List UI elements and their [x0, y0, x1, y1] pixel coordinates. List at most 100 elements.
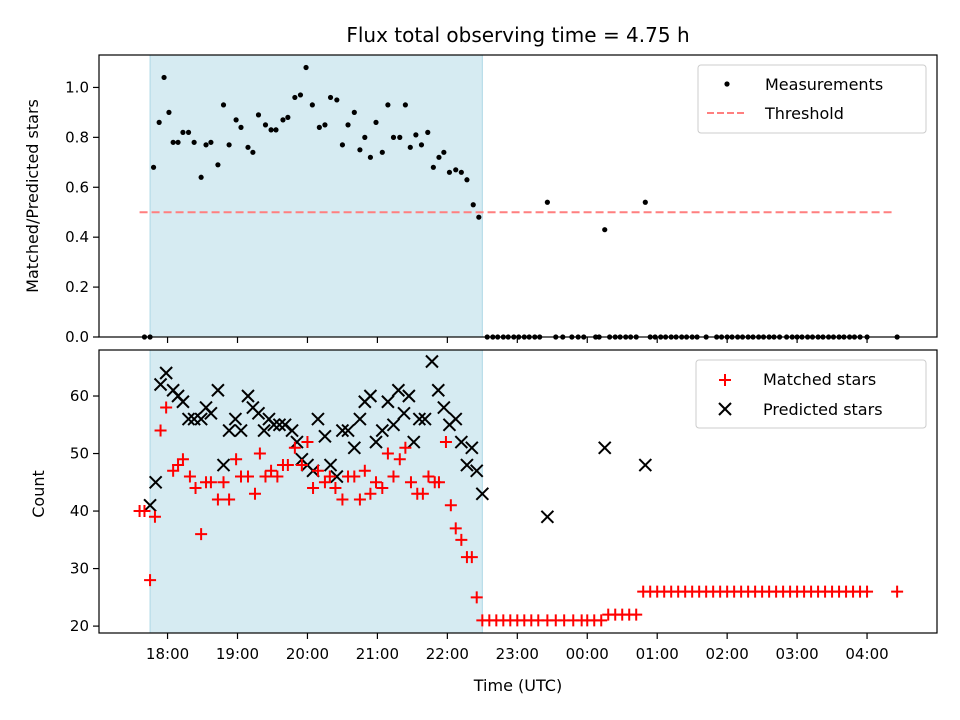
- measurement-point: [180, 129, 186, 135]
- predicted-point: [148, 475, 163, 490]
- predicted-point: [318, 429, 332, 443]
- matched-point: [311, 464, 324, 477]
- predicted-point: [204, 406, 218, 420]
- matched-point: [176, 453, 189, 466]
- matched-point: [358, 464, 371, 477]
- matched-points: [133, 401, 904, 627]
- measurement-point: [357, 147, 363, 153]
- predicted-point: [285, 423, 299, 438]
- matched-point: [416, 487, 429, 500]
- measurement-point: [464, 177, 470, 183]
- predicted-point: [222, 423, 236, 438]
- x-tick-label: 21:00: [356, 645, 399, 663]
- legend-measurement-marker: [724, 81, 730, 87]
- predicted-point: [330, 469, 344, 484]
- time-axis-ticks: 18:00 19:00 20:00 21:00 22:00 23:00 00:00 01:00…: [146, 337, 889, 663]
- predicted-point: [216, 458, 231, 472]
- measurement-point: [334, 97, 340, 103]
- predicted-point: [272, 418, 287, 432]
- matched-point: [455, 533, 468, 546]
- measurement-point: [208, 139, 214, 145]
- measurement-point: [470, 202, 476, 208]
- matched-point: [381, 447, 394, 460]
- y-tick-label: 0.2: [65, 278, 89, 296]
- matched-point: [891, 585, 904, 598]
- measurement-point: [642, 199, 648, 205]
- count-y-axis-label: Count: [29, 470, 48, 518]
- measurement-point: [367, 154, 374, 160]
- predicted-point: [159, 366, 173, 380]
- predicted-points: [143, 354, 653, 524]
- predicted-point: [353, 412, 367, 426]
- measurement-point: [198, 174, 204, 180]
- chart-title: Flux total observing time = 4.75 h: [346, 23, 689, 47]
- predicted-point: [397, 406, 411, 420]
- measurement-point: [322, 122, 328, 128]
- predicted-point: [475, 487, 490, 501]
- y-tick-label: 1.0: [65, 78, 89, 96]
- measurement-point: [476, 214, 482, 220]
- predicted-point: [375, 423, 390, 438]
- predicted-point: [267, 418, 281, 432]
- predicted-point: [402, 389, 416, 403]
- measurement-point: [233, 117, 239, 123]
- matched-point: [230, 453, 243, 466]
- measurement-point: [397, 134, 403, 140]
- x-tick-label: 03:00: [775, 645, 818, 663]
- matched-point: [253, 447, 266, 460]
- counts-legend: Matched stars Predicted stars: [695, 359, 927, 429]
- matched-point: [470, 591, 483, 604]
- matched-point: [630, 608, 643, 621]
- matched-point: [281, 459, 294, 472]
- predicted-point: [153, 377, 168, 392]
- y-tick-label: 50: [70, 445, 89, 463]
- measurement-point: [191, 139, 197, 145]
- matched-point: [195, 528, 208, 541]
- y-tick-label: 30: [70, 560, 89, 578]
- measurement-point: [273, 127, 279, 133]
- legend-predicted-marker: [718, 402, 732, 416]
- x-tick-label: 00:00: [566, 645, 609, 663]
- x-axis-label: Time (UTC): [473, 676, 562, 695]
- matched-point: [364, 487, 377, 500]
- matched-point: [259, 470, 272, 483]
- y-tick-label: 0.8: [65, 128, 89, 146]
- matched-point: [399, 441, 412, 454]
- predicted-point: [381, 395, 395, 409]
- predicted-point: [257, 423, 271, 438]
- y-tick-label: 40: [70, 502, 89, 520]
- measurement-point: [203, 142, 209, 148]
- measurement-point: [327, 94, 334, 101]
- predicted-point: [386, 418, 401, 432]
- measurement-point: [238, 124, 244, 130]
- measurement-point: [390, 134, 397, 140]
- x-tick-label: 23:00: [496, 645, 539, 663]
- matched-point: [595, 614, 608, 627]
- y-tick-label: 60: [70, 387, 89, 405]
- x-tick-label: 20:00: [286, 645, 329, 663]
- x-tick-label: 18:00: [146, 645, 189, 663]
- matched-point: [154, 424, 167, 437]
- observing-window-top: [149, 54, 483, 338]
- y-tick-label: 0.6: [65, 178, 89, 196]
- predicted-point: [437, 400, 451, 415]
- predicted-point: [241, 389, 255, 403]
- predicted-point: [194, 412, 208, 426]
- matched-point: [307, 482, 320, 495]
- predicted-point: [143, 498, 157, 513]
- matched-point: [217, 476, 230, 489]
- matched-point: [329, 482, 342, 495]
- predicted-point: [181, 412, 196, 426]
- matched-point: [138, 505, 151, 518]
- legend-threshold: Threshold: [764, 104, 844, 123]
- measurement-point: [292, 94, 298, 101]
- predicted-point: [176, 395, 190, 409]
- y-tick-label: 20: [70, 617, 89, 635]
- y-tick-label: 0.0: [65, 328, 89, 346]
- measurement-point: [418, 142, 425, 148]
- measurement-point: [339, 142, 346, 148]
- measurement-point: [297, 92, 304, 98]
- matched-point: [223, 493, 236, 506]
- ratio-panel-frame: [98, 54, 938, 338]
